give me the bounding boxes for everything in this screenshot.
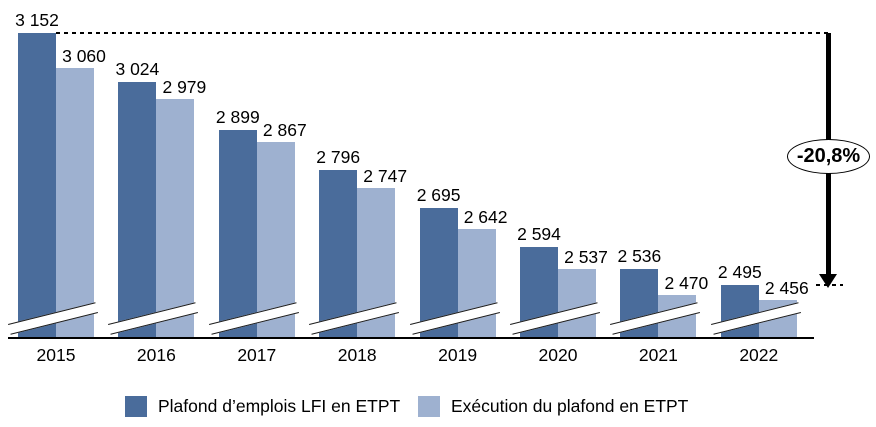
percent-decline-label: -20,8% xyxy=(796,145,861,167)
bar-execution-2016 xyxy=(156,99,195,338)
value-label-execution-2020: 2 537 xyxy=(564,246,608,267)
x-tick-label-2021: 2021 xyxy=(638,345,678,365)
legend-item-execution: Exécution du plafond en ETPT xyxy=(418,396,688,417)
x-tick-label-2019: 2019 xyxy=(438,345,478,365)
bar-plafond-2016 xyxy=(118,82,157,338)
top-reference-dashed-line xyxy=(56,32,832,34)
bar-plafond-2015 xyxy=(18,33,56,338)
legend-swatch-plafond xyxy=(125,396,147,417)
decline-arrow-head-icon xyxy=(819,274,837,288)
bar-execution-2015 xyxy=(56,68,94,338)
x-tick-label-2022: 2022 xyxy=(739,345,779,365)
x-tick-label-2017: 2017 xyxy=(237,345,277,365)
legend-swatch-execution xyxy=(418,396,440,417)
legend-label-plafond: Plafond d’emplois LFI en ETPT xyxy=(158,396,401,416)
value-label-plafond-2021: 2 536 xyxy=(617,246,662,267)
value-label-execution-2017: 2 867 xyxy=(262,120,307,141)
value-label-plafond-2016: 3 024 xyxy=(115,59,160,80)
bar-plafond-2018 xyxy=(319,169,358,338)
x-tick-label-2016: 2016 xyxy=(136,345,176,365)
value-label-plafond-2015: 3 152 xyxy=(15,10,59,30)
value-label-execution-2016: 2 979 xyxy=(162,77,207,98)
legend-label-execution: Exécution du plafond en ETPT xyxy=(451,396,689,416)
x-tick-label-2018: 2018 xyxy=(337,345,377,365)
value-label-plafond-2017: 2 899 xyxy=(215,107,260,128)
value-label-plafond-2019: 2 695 xyxy=(416,185,461,206)
value-label-execution-2015: 3 060 xyxy=(62,46,106,67)
value-label-execution-2021: 2 470 xyxy=(664,272,709,293)
x-tick-label-2020: 2020 xyxy=(538,345,578,365)
x-tick-label-2015: 2015 xyxy=(36,345,76,365)
x-axis-line xyxy=(8,337,814,339)
percent-decline-badge: -20,8% xyxy=(787,139,870,174)
value-label-execution-2022: 2 456 xyxy=(764,278,809,299)
value-label-plafond-2022: 2 495 xyxy=(717,262,762,283)
bar-plafond-2017 xyxy=(218,130,257,338)
value-label-plafond-2018: 2 796 xyxy=(316,146,361,167)
value-label-execution-2018: 2 747 xyxy=(363,166,408,187)
value-label-plafond-2020: 2 594 xyxy=(517,224,561,245)
value-label-execution-2019: 2 642 xyxy=(463,206,508,227)
legend-item-plafond: Plafond d’emplois LFI en ETPT xyxy=(125,396,400,417)
